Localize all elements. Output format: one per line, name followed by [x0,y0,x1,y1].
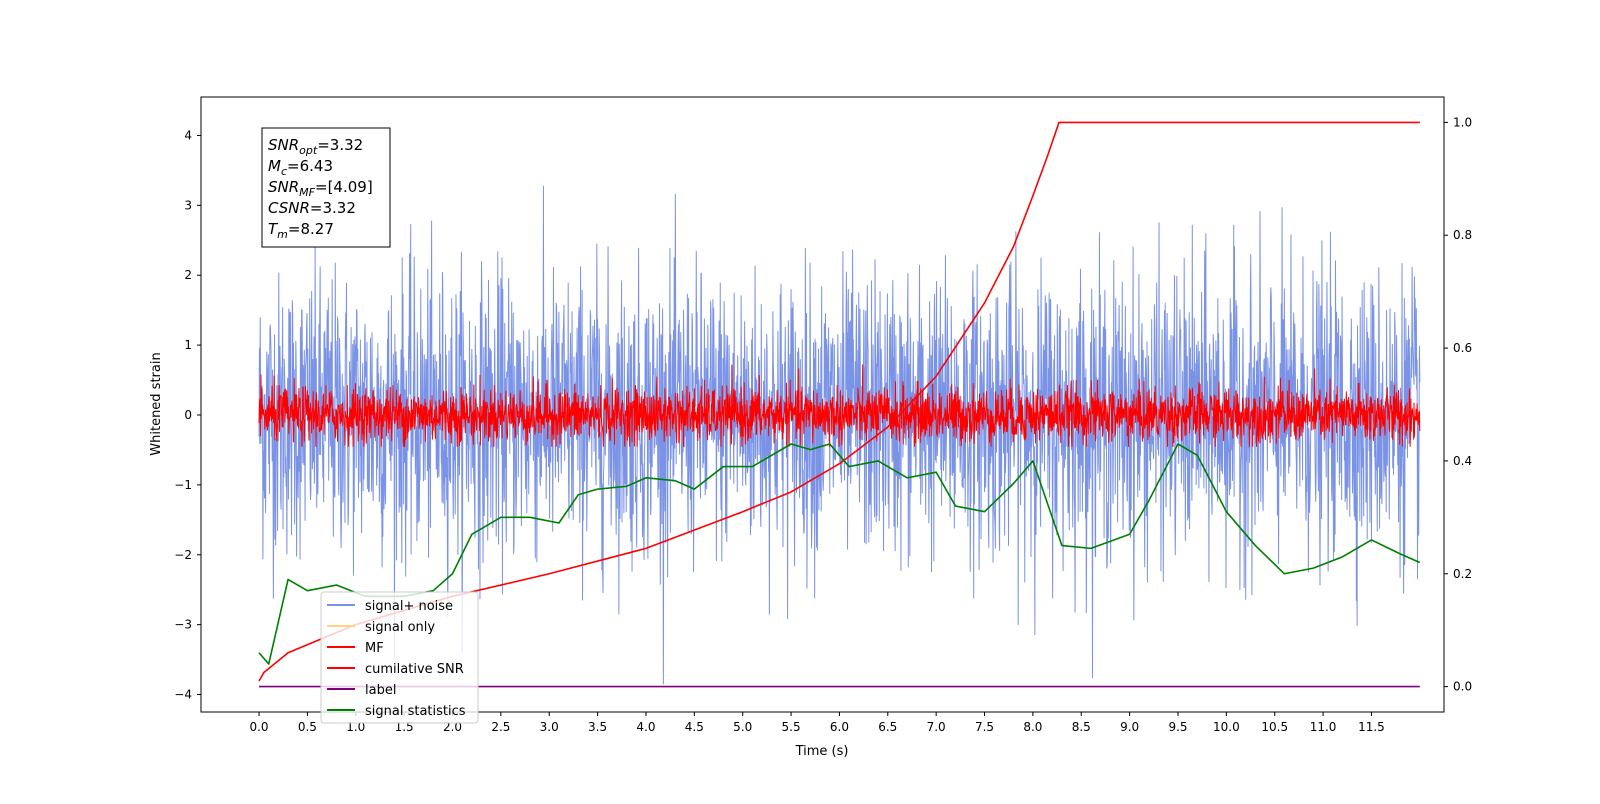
x-tick-label: 8.5 [1072,720,1091,734]
x-tick-label: 9.0 [1120,720,1139,734]
legend-label: MF [365,641,384,656]
x-tick-label: 7.0 [927,720,946,734]
annotation-value: =3.32 [310,199,356,217]
annotation-value: =6.43 [287,157,333,175]
annotation-line: SNRopt=3.32 [268,136,363,157]
y-right-tick-label: 0.8 [1453,228,1472,242]
x-tick-label: 5.0 [733,720,752,734]
annotation-line: SNRMF=[4.09] [268,178,373,199]
plot-frame [200,96,1445,713]
legend: signal+ noise signal only MF cumilative SNR… [320,591,479,724]
annotation-symbol: SNR [268,178,299,196]
x-axis-title: Time (s) [795,744,849,759]
y-right-tick-label: 0.4 [1453,454,1472,468]
y-axis-right: 1.0 0.8 0.6 0.4 0.2 0.0 [1444,115,1472,694]
x-tick-label: 5.5 [782,720,801,734]
annotation-symbol: M [268,157,281,175]
y-left-tick-label: −1 [174,478,192,492]
x-tick-label: 0.0 [249,720,268,734]
y-left-tick-label: 1 [184,338,192,352]
legend-label: signal statistics [365,704,466,719]
y-left-tick-label: 0 [184,408,192,422]
annotation-line: Tm=8.27 [268,220,334,241]
annotation-value: =3.32 [317,136,363,154]
y-left-tick-label: 3 [184,198,192,212]
x-tick-label: 10.0 [1213,720,1240,734]
y-right-tick-label: 0.6 [1453,341,1472,355]
annotation-symbol: T [268,220,279,238]
annotation-line: Mc=6.43 [268,157,333,178]
x-tick-label: 9.5 [1168,720,1187,734]
y-left-tick-label: 4 [184,128,192,142]
x-tick-label: 4.0 [636,720,655,734]
y-left-tick-label: −4 [174,688,192,702]
x-tick-label: 6.0 [830,720,849,734]
y-left-tick-label: −3 [174,618,192,632]
annotation-box: SNRopt=3.32Mc=6.43SNRMF=[4.09]CSNR=3.32T… [261,127,391,248]
x-tick-label: 0.5 [298,720,317,734]
x-tick-label: 8.0 [1023,720,1042,734]
annotation-symbol: CSNR [268,199,310,217]
legend-frame [320,591,479,724]
x-tick-label: 2.5 [491,720,510,734]
annotation-subscript: c [281,165,287,178]
y-left-tick-label: 2 [184,268,192,282]
annotation-frame [261,127,391,248]
legend-label: cumilative SNR [365,662,464,677]
series-signal-statistics [258,443,1421,665]
x-tick-label: 4.5 [685,720,704,734]
annotation-line: CSNR=3.32 [268,199,356,217]
x-tick-label: 11.5 [1358,720,1385,734]
x-tick-label: 11.0 [1310,720,1337,734]
series-mf [258,364,1421,447]
annotation-subscript: opt [299,144,318,157]
y-axis-left: 4 3 2 1 0 −1 −2 −3 −4 [174,128,201,702]
annotation-subscript: MF [299,186,315,199]
annotation-value: =8.27 [288,220,334,238]
x-tick-label: 10.5 [1261,720,1288,734]
legend-label: signal+ noise [365,599,453,614]
y-right-tick-label: 0.2 [1453,567,1472,581]
annotation-value: =[4.09] [315,178,373,196]
y-left-tick-label: −2 [174,548,192,562]
legend-label: signal only [365,620,435,635]
x-tick-label: 6.5 [878,720,897,734]
annotation-symbol: SNR [268,136,299,154]
x-tick-label: 3.5 [588,720,607,734]
annotation-subscript: m [277,228,288,241]
x-tick-label: 7.5 [975,720,994,734]
y-right-tick-label: 1.0 [1453,115,1472,129]
y-axis-title-left: Whitened strain [149,352,164,455]
x-tick-label: 3.0 [540,720,559,734]
y-right-tick-label: 0.0 [1453,680,1472,694]
legend-label: label [365,683,396,698]
